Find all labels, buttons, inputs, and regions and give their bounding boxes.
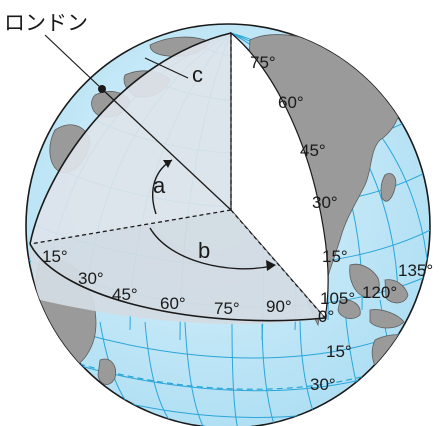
eq-label-15: 15° bbox=[42, 247, 68, 266]
letter-a: a bbox=[153, 173, 166, 198]
equator-radius-right bbox=[230, 209, 326, 319]
london-radius bbox=[101, 88, 232, 211]
lat-label-75: 75° bbox=[250, 53, 276, 72]
c-leader-line bbox=[144, 57, 189, 79]
lat-label-30: 30° bbox=[312, 193, 338, 212]
equator-arc bbox=[29, 243, 326, 322]
letter-c: c bbox=[192, 62, 203, 87]
letter-b: b bbox=[198, 238, 210, 263]
cut-interior bbox=[230, 31, 329, 320]
angle-b-arrowhead bbox=[266, 260, 276, 271]
south-lat-label-30: 30° bbox=[310, 375, 336, 394]
angle-b-arc bbox=[149, 227, 273, 270]
eq-label-120: 120° bbox=[362, 283, 397, 302]
angle-a-arrowhead bbox=[163, 160, 172, 168]
upper-cut-arc bbox=[29, 32, 232, 245]
eq-label-30: 30° bbox=[78, 269, 104, 288]
lat-label-45: 45° bbox=[300, 141, 326, 160]
eq-label-75: 75° bbox=[214, 299, 240, 318]
equator-radius-left bbox=[29, 209, 232, 245]
south-lat-label-15: 15° bbox=[326, 342, 352, 361]
lat-label-15: 15° bbox=[322, 247, 348, 266]
eq-label-105: 105° bbox=[320, 289, 355, 308]
eq-label-135: 135° bbox=[398, 261, 433, 280]
eq-label-0: 0° bbox=[318, 307, 334, 326]
city-leader-line bbox=[44, 34, 103, 90]
eq-label-90: 90° bbox=[266, 297, 292, 316]
lat-label-60: 60° bbox=[278, 93, 304, 112]
cut-face-upper bbox=[30, 33, 231, 244]
city-label: ロンドン bbox=[4, 11, 88, 35]
eq-label-60: 60° bbox=[160, 294, 186, 313]
eq-label-45: 45° bbox=[112, 285, 138, 304]
london-marker bbox=[98, 85, 106, 93]
